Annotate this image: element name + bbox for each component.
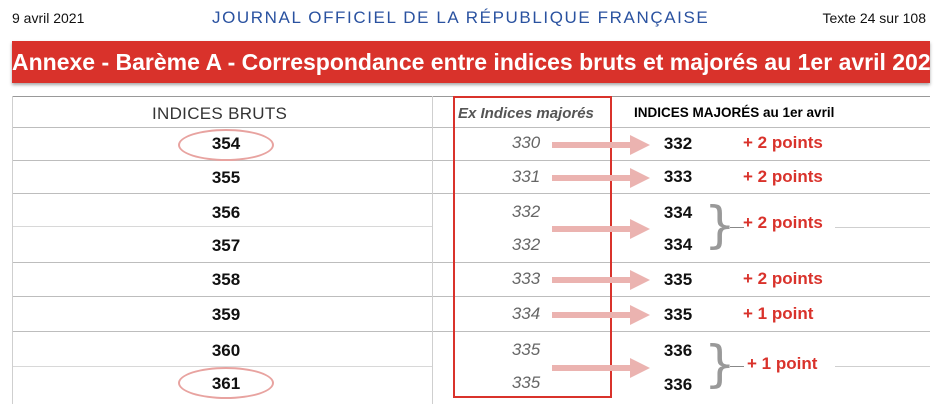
gain-label: + 2 points <box>743 167 823 186</box>
brut-value: 355 <box>211 168 241 187</box>
brut-value: 361 <box>211 374 241 393</box>
ex-majore-value: 330 <box>511 133 541 152</box>
row-divider <box>12 262 930 263</box>
gain-label: + 2 points <box>743 213 823 232</box>
correspondence-table: INDICES BRUTS Ex Indices majorés INDICES… <box>12 96 930 404</box>
majore-value: 335 <box>663 270 693 289</box>
highlight-ellipse-354 <box>178 129 274 161</box>
majore-value: 333 <box>663 167 693 186</box>
arrow-icon <box>552 270 650 290</box>
row-divider <box>12 127 930 128</box>
ex-majore-value: 333 <box>511 269 541 288</box>
brut-value: 359 <box>211 305 241 324</box>
brut-value: 360 <box>211 341 241 360</box>
ex-indices-highlight-box <box>453 96 612 398</box>
row-divider-minor <box>12 226 432 227</box>
brace-connector-tail <box>835 366 930 367</box>
text-number: Texte 24 sur 108 <box>822 10 926 26</box>
page-header: 9 avril 2021 JOURNAL OFFICIEL DE LA RÉPU… <box>0 0 940 36</box>
arrow-icon <box>552 305 650 325</box>
right-brace-icon: } <box>704 335 736 393</box>
arrow-icon <box>552 219 650 239</box>
gain-label: + 2 points <box>743 133 823 152</box>
ex-majore-value: 332 <box>511 202 541 221</box>
gain-label: + 2 points <box>743 269 823 288</box>
brut-value: 358 <box>211 270 241 289</box>
publication-date: 9 avril 2021 <box>12 10 85 26</box>
row-divider <box>12 296 930 297</box>
row-divider <box>12 331 930 332</box>
ex-majore-value: 335 <box>511 340 541 359</box>
arrow-icon <box>552 135 650 155</box>
journal-title: JOURNAL OFFICIEL DE LA RÉPUBLIQUE FRANÇA… <box>212 8 710 27</box>
majore-value: 332 <box>663 134 693 153</box>
header-ex-indices-majores: Ex Indices majorés <box>458 105 594 122</box>
ex-majore-value: 334 <box>511 304 541 323</box>
header-indices-majores: INDICES MAJORÉS au 1er avril <box>634 105 835 120</box>
majore-value: 336 <box>663 375 693 394</box>
arrow-icon <box>552 168 650 188</box>
arrow-icon <box>552 358 650 378</box>
row-divider <box>12 193 930 194</box>
majore-value: 334 <box>663 203 693 222</box>
right-brace-icon: } <box>704 196 736 254</box>
brace-connector-tail <box>835 227 930 228</box>
ex-majore-value: 332 <box>511 235 541 254</box>
table-left-border <box>12 96 13 404</box>
gain-label: + 1 point <box>747 354 818 373</box>
brace-connector <box>730 227 744 228</box>
gain-label: + 1 point <box>743 304 814 323</box>
row-divider <box>12 160 930 161</box>
annex-title-banner: Annexe - Barème A - Correspondance entre… <box>12 41 930 83</box>
brut-value: 356 <box>211 203 241 222</box>
brut-value: 354 <box>211 134 241 153</box>
column-divider <box>432 96 433 404</box>
ex-majore-value: 335 <box>511 373 541 392</box>
majore-value: 334 <box>663 235 693 254</box>
majore-value: 335 <box>663 305 693 324</box>
brace-connector <box>730 366 744 367</box>
majore-value: 336 <box>663 341 693 360</box>
brut-value: 357 <box>211 236 241 255</box>
header-indices-bruts: INDICES BRUTS <box>152 104 288 123</box>
highlight-ellipse-361 <box>178 367 274 399</box>
ex-majore-value: 331 <box>511 167 541 186</box>
